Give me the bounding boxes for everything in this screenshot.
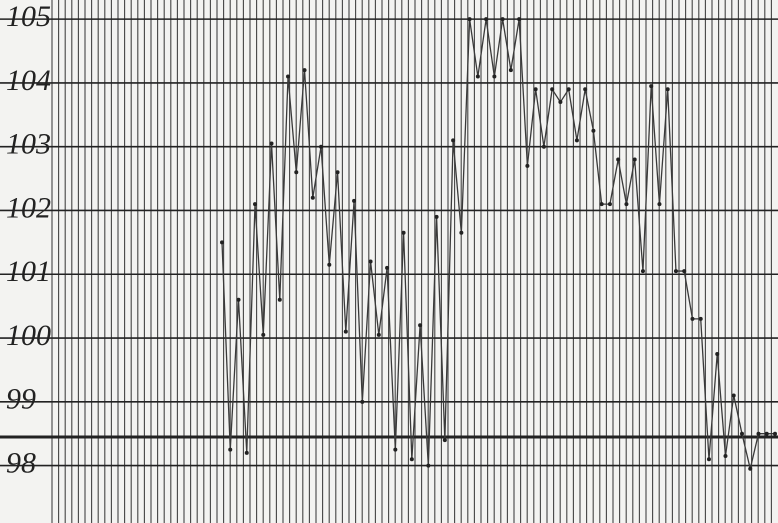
reading-dot	[765, 432, 769, 436]
reading-dot	[303, 68, 307, 72]
reading-dot	[773, 432, 777, 436]
reading-dot	[393, 448, 397, 452]
reading-dot	[715, 352, 719, 356]
y-tick-label: 103	[6, 128, 51, 161]
reading-dot	[633, 157, 637, 161]
reading-dot	[261, 333, 265, 337]
reading-dot	[492, 75, 496, 79]
reading-dot	[534, 87, 538, 91]
reading-dot	[756, 432, 760, 436]
reading-dot	[352, 199, 356, 203]
reading-dot	[270, 142, 274, 146]
reading-dot	[748, 467, 752, 471]
reading-dot	[418, 323, 422, 327]
reading-dot	[616, 157, 620, 161]
y-tick-label: 99	[6, 383, 36, 416]
reading-dot	[591, 129, 595, 133]
reading-dot	[360, 400, 364, 404]
reading-dot	[459, 231, 463, 235]
reading-dot	[286, 75, 290, 79]
reading-dot	[509, 68, 513, 72]
reading-dot	[517, 17, 521, 21]
y-tick-label: 98	[6, 446, 36, 479]
reading-dot	[682, 269, 686, 273]
reading-dot	[237, 298, 241, 302]
reading-dot	[583, 87, 587, 91]
reading-dot	[228, 448, 232, 452]
reading-dot	[369, 260, 373, 264]
reading-dot	[294, 170, 298, 174]
reading-dot	[600, 202, 604, 206]
reading-dot	[253, 202, 257, 206]
reading-dot	[402, 231, 406, 235]
reading-dot	[476, 75, 480, 79]
reading-dot	[624, 202, 628, 206]
reading-dot	[608, 202, 612, 206]
reading-dot	[575, 138, 579, 142]
reading-dot	[245, 451, 249, 455]
reading-dot	[525, 164, 529, 168]
reading-dot	[327, 263, 331, 267]
reading-dot	[319, 145, 323, 149]
y-tick-label: 105	[6, 0, 51, 33]
reading-dot	[426, 464, 430, 468]
reading-dot	[641, 269, 645, 273]
reading-dot	[558, 100, 562, 104]
reading-dot	[410, 457, 414, 461]
y-tick-label: 104	[6, 64, 51, 97]
reading-dot	[674, 269, 678, 273]
reading-dot	[435, 215, 439, 219]
reading-dot	[311, 196, 315, 200]
reading-dot	[501, 17, 505, 21]
reading-dot	[740, 432, 744, 436]
reading-dot	[278, 298, 282, 302]
chart: 98 99 100 101 102 103 104 105	[0, 0, 778, 523]
reading-dot	[377, 333, 381, 337]
y-tick-label: 102	[6, 191, 51, 224]
reading-dot	[385, 266, 389, 270]
reading-dot	[666, 87, 670, 91]
reading-dot	[649, 84, 653, 88]
reading-dot	[699, 317, 703, 321]
reading-dot	[690, 317, 694, 321]
reading-dot	[451, 138, 455, 142]
reading-dot	[567, 87, 571, 91]
reading-dot	[220, 240, 224, 244]
reading-dot	[657, 202, 661, 206]
reading-dot	[550, 87, 554, 91]
reading-dot	[484, 17, 488, 21]
reading-dot	[336, 170, 340, 174]
reading-dot	[707, 457, 711, 461]
reading-dot	[443, 438, 447, 442]
y-tick-label: 100	[6, 319, 51, 352]
reading-dot	[723, 454, 727, 458]
reading-dot	[344, 330, 348, 334]
reading-dot	[542, 145, 546, 149]
reading-dot	[732, 393, 736, 397]
reading-dot	[468, 17, 472, 21]
y-tick-label: 101	[6, 255, 51, 288]
